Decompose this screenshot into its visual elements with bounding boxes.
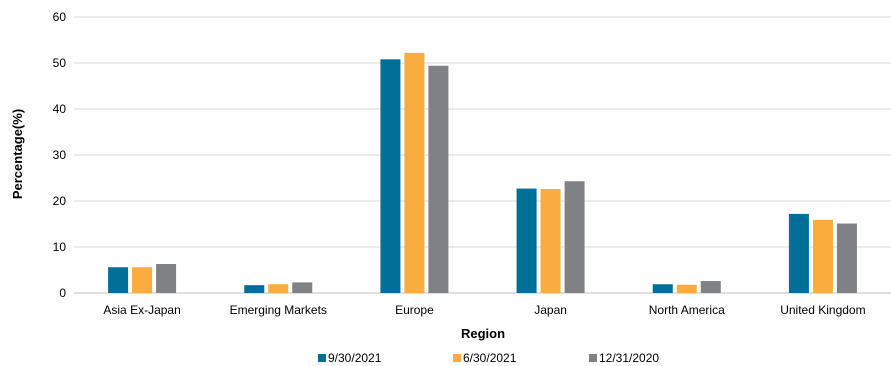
bar	[812, 219, 833, 293]
bar	[132, 267, 153, 293]
bar	[540, 189, 561, 293]
x-tick-label: United Kingdom	[780, 303, 865, 317]
y-tick-label: 40	[53, 102, 67, 116]
bar	[700, 281, 721, 293]
y-tick-label: 60	[53, 10, 67, 24]
bar	[380, 59, 401, 293]
legend: 9/30/2021 6/30/2021 12/31/2020	[318, 351, 659, 365]
y-tick-label: 20	[53, 194, 67, 208]
x-tick-label: Japan	[534, 303, 567, 317]
y-tick-label: 0	[59, 286, 66, 300]
bar	[516, 188, 537, 293]
x-tick-label: Europe	[395, 303, 434, 317]
x-tick-label: Emerging Markets	[230, 303, 327, 317]
x-tick-label: North America	[649, 303, 725, 317]
legend-swatch	[318, 354, 326, 362]
bar	[564, 181, 585, 293]
y-axis-ticks: 0 10 20 30 40 50 60	[53, 10, 67, 300]
y-axis-title: Percentage(%)	[10, 109, 25, 199]
legend-label: 6/30/2021	[463, 351, 517, 365]
legend-swatch	[589, 354, 597, 362]
bar	[428, 65, 449, 293]
bar	[652, 284, 673, 293]
gridlines	[74, 16, 891, 294]
x-axis-title: Region	[461, 326, 505, 341]
y-tick-label: 30	[53, 148, 67, 162]
bar	[404, 52, 425, 293]
x-axis-ticks: Asia Ex-Japan Emerging Markets Europe Japan…	[103, 303, 865, 317]
bar	[836, 223, 857, 293]
bar	[268, 284, 289, 293]
y-tick-label: 10	[53, 240, 67, 254]
bar	[292, 282, 313, 293]
legend-swatch	[453, 354, 461, 362]
legend-label: 12/31/2020	[599, 351, 659, 365]
bars	[108, 52, 857, 293]
legend-label: 9/30/2021	[328, 351, 382, 365]
x-tick-label: Asia Ex-Japan	[103, 303, 180, 317]
bar	[244, 285, 265, 293]
bar	[676, 284, 697, 293]
y-tick-label: 50	[53, 56, 67, 70]
bar	[788, 213, 809, 293]
bar	[108, 267, 129, 293]
bar	[156, 264, 177, 293]
